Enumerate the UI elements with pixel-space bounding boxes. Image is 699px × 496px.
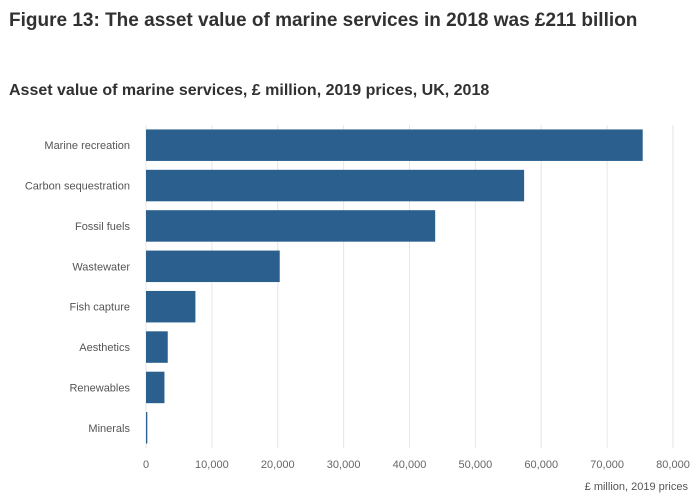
bar[interactable] <box>146 371 165 404</box>
x-tick-label: 30,000 <box>327 459 361 471</box>
x-tick-label: 60,000 <box>524 459 558 471</box>
chart-title: Asset value of marine services, £ millio… <box>9 82 490 99</box>
x-tick-labels: 0 10,000 20,000 30,000 40,000 50,000 60,000 70,… <box>143 459 690 471</box>
category-label: Aesthetics <box>79 342 130 354</box>
bar[interactable] <box>146 290 196 323</box>
category-label: Minerals <box>88 423 130 435</box>
x-tick-label: 50,000 <box>459 459 493 471</box>
category-label: Fish capture <box>69 302 130 314</box>
category-label: Marine recreation <box>44 140 130 152</box>
x-axis-title: £ million, 2019 prices <box>585 481 689 493</box>
bar[interactable] <box>146 169 525 202</box>
x-tick-label: 0 <box>143 459 149 471</box>
category-label: Carbon sequestration <box>25 181 130 193</box>
bars <box>146 129 643 444</box>
bar[interactable] <box>146 210 436 242</box>
bar[interactable] <box>146 412 148 444</box>
x-tick-label: 40,000 <box>393 459 427 471</box>
category-label: Wastewater <box>72 261 130 273</box>
x-tick-label: 10,000 <box>195 459 229 471</box>
bar[interactable] <box>146 129 643 161</box>
category-labels: Marine recreation Carbon sequestration Fos… <box>25 140 131 435</box>
category-label: Fossil fuels <box>75 221 131 233</box>
x-tick-label: 70,000 <box>590 459 624 471</box>
bar[interactable] <box>146 250 280 283</box>
x-tick-label: 20,000 <box>261 459 295 471</box>
x-tick-label: 80,000 <box>656 459 690 471</box>
bar[interactable] <box>146 331 168 363</box>
figure-title: Figure 13: The asset value of marine ser… <box>9 10 638 31</box>
category-label: Renewables <box>69 382 130 394</box>
